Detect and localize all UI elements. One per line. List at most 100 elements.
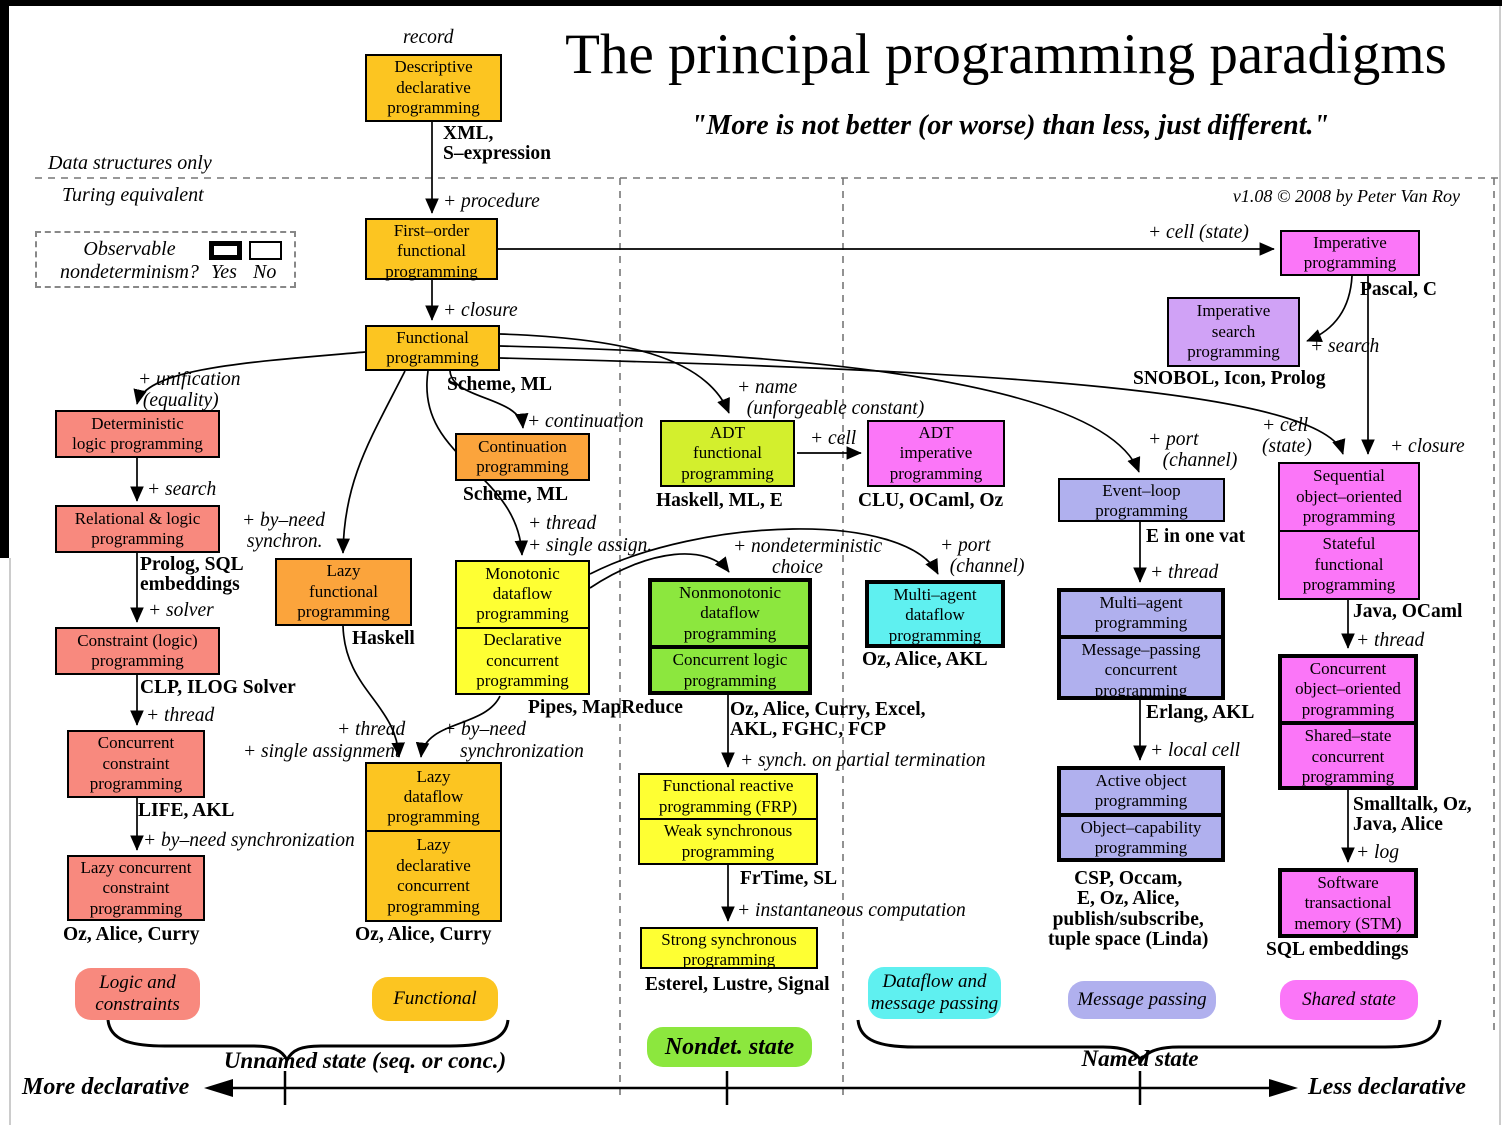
paradigm-box-line: programming	[91, 529, 184, 548]
paradigm-box-line: Monotonic	[485, 563, 560, 583]
paradigm-box-line: Shared–state	[1304, 726, 1392, 746]
lang-oz-alice-akl: Oz, Alice, AKL	[862, 649, 988, 670]
lazy-dataflow-lazy-declarative-concurrent-cell: Lazy declarative concurrent programming	[367, 830, 500, 920]
label-plus-thread-lazy: + thread	[337, 719, 406, 740]
label-plus-log: + log	[1356, 842, 1399, 863]
label-plus-closure-1: + closure	[443, 300, 518, 321]
legend-yes-label: Yes	[211, 261, 237, 283]
lang-scheme-ml-2: Scheme, ML	[463, 484, 569, 505]
lang-smalltalk-oz-java-alice: Smalltalk, Oz, Java, Alice	[1353, 794, 1472, 836]
software-transactional-memory-cell: Software transactional memory (STM)	[1282, 872, 1414, 935]
paradigm-box-line: Software	[1317, 873, 1379, 892]
lang-scheme-ml-1: Scheme, ML	[447, 374, 553, 395]
paradigm-box-line: programming	[385, 261, 478, 281]
paradigm-box-line: Imperative	[1196, 301, 1271, 321]
paradigm-box-line: programming	[1095, 501, 1188, 521]
paradigm-box-line: concurrent	[1311, 746, 1385, 766]
page-title: The principal programming paradigms	[565, 23, 1447, 86]
label-plus-cell-state-top: + cell (state)	[1148, 222, 1249, 243]
paradigm-box-line: concurrent	[486, 650, 559, 670]
paradigm-box-line: Descriptive	[394, 57, 473, 77]
label-plus-search-left: + search	[147, 479, 217, 500]
monotonic-dataflow-declarative-concurrent-cell: Declarative concurrent programming	[457, 626, 588, 694]
paradigm-box-line: functional	[309, 581, 378, 601]
axis-group-named-state: Named state	[1081, 1046, 1199, 1071]
paradigm-box-line: programming	[89, 774, 183, 794]
concurrent-oo-shared-state: Concurrent object–oriented programming Shar…	[1278, 654, 1418, 790]
paradigm-box-line: logic programming	[72, 434, 203, 453]
multi-agent-message-passing-concurrent: Multi–agent programming Message–passing con…	[1057, 588, 1225, 700]
label-record: record	[403, 27, 454, 48]
arrows	[130, 122, 1375, 922]
active-object-object-capability-cell: Object–capability programming	[1061, 812, 1221, 860]
constraint-logic-programming-cell: Constraint (logic) programming	[57, 629, 218, 673]
sequential-oo-stateful-functional-cell: Sequential object–oriented programming	[1280, 464, 1418, 530]
paradigm-box-line: ADT	[710, 423, 745, 442]
paradigm-box-line: Concurrent	[97, 733, 175, 753]
paradigm-box-line: Message–passing	[1081, 639, 1201, 659]
frp-weak-synchronous-cell: Weak synchronous programming	[640, 818, 816, 863]
label-plus-thread-seq: + thread	[1356, 630, 1425, 651]
label-plus-nondet-choice: + nondeterministic choice	[733, 536, 883, 579]
paradigm-box-line: declarative	[396, 855, 471, 875]
lazy-functional-programming: Lazy functional programming	[275, 558, 412, 626]
lang-prolog-sql: Prolog, SQL embeddings	[140, 554, 244, 596]
lang-pascal-c: Pascal, C	[1360, 279, 1437, 300]
legend-question: Observable nondeterminism?	[60, 238, 199, 283]
paradigm-box-line: programming	[1302, 507, 1396, 527]
concurrent-oo-shared-state-cell: Shared–state concurrent programming	[1282, 721, 1414, 788]
paradigm-box-line: programming	[476, 670, 569, 690]
region-label-data-structures-only: Data structures only	[48, 152, 212, 174]
label-plus-instantaneous: + instantaneous computation	[737, 900, 966, 921]
lang-haskell-ml-e: Haskell, ML, E	[656, 490, 783, 511]
relational-logic-programming: Relational & logic programming	[55, 505, 220, 553]
event-loop-programming: Event–loop programming	[1058, 478, 1225, 522]
pill-functional: Functional	[372, 977, 498, 1021]
paradigm-box-line: Functional	[396, 328, 469, 347]
multi-agent-message-passing-concurrent-cell: Multi–agent programming	[1061, 592, 1221, 635]
label-plus-single-assign: + single assign.	[528, 535, 653, 556]
paradigm-box-line: programming	[476, 604, 569, 624]
dashed-separators	[35, 177, 1498, 1100]
paradigm-box-line: Deterministic	[91, 413, 184, 433]
active-object-object-capability: Active object programming Object–capabilit…	[1057, 766, 1225, 862]
paradigm-box-line: dataflow	[403, 786, 464, 806]
paradigm-box-line: Lazy	[416, 835, 451, 855]
paradigm-box-line: programming	[387, 807, 480, 827]
label-plus-cell-mid: + cell	[810, 428, 857, 449]
paradigm-box-line: constraint	[102, 878, 170, 898]
lang-frtime-sl: FrTime, SL	[740, 868, 838, 889]
nonmonotonic-dataflow-concurrent-logic-cell: Nonmonotonic dataflow programming	[652, 582, 808, 645]
paradigm-box-line: programming	[682, 950, 776, 970]
multi-agent-dataflow-programming-cell: Multi–agent dataflow programming	[869, 584, 1001, 647]
legend-no-swatch	[249, 241, 282, 260]
paradigm-box-line: functional	[1314, 554, 1384, 574]
pill-logic-and-constraints: Logic and constraints	[75, 968, 200, 1020]
nonmonotonic-dataflow-concurrent-logic-cell: Concurrent logic programming	[652, 645, 808, 692]
nonmonotonic-dataflow-concurrent-logic: Nonmonotonic dataflow programming Concurren…	[648, 578, 812, 695]
paradigm-box-line: memory (STM)	[1294, 913, 1402, 933]
lang-oz-alice-curry-2: Oz, Alice, Curry	[355, 924, 492, 945]
lang-xml-sexpression: XML, S–expression	[443, 123, 551, 165]
label-plus-single-assignment: + single assignment	[243, 741, 401, 762]
constraint-logic-programming: Constraint (logic) programming	[55, 627, 220, 675]
paradigm-box-line: First–order	[393, 221, 470, 240]
axis-label-less-declarative: Less declarative	[1308, 1074, 1466, 1100]
paradigm-box-line: programming	[888, 625, 982, 645]
imperative-programming: Imperative programming	[1280, 230, 1420, 276]
paradigm-box-line: Sequential	[1313, 466, 1385, 486]
paradigm-box-line: concurrent	[1104, 660, 1178, 680]
lang-java-ocaml: Java, OCaml	[1353, 601, 1463, 622]
imperative-search-programming-cell: Imperative search programming	[1169, 299, 1298, 365]
concurrent-oo-shared-state-cell: Concurrent object–oriented programming	[1282, 658, 1414, 721]
label-plus-by-need-sync-left: + by–need synchronization	[143, 830, 355, 851]
event-loop-programming-cell: Event–loop programming	[1060, 480, 1223, 523]
label-plus-by-need-2: + by–need	[443, 719, 526, 740]
label-synchronization-2: synchronization	[460, 741, 584, 762]
region-label-turing-equivalent: Turing equivalent	[62, 184, 204, 206]
label-plus-unification: + unification (equality)	[138, 369, 241, 412]
frp-weak-synchronous-cell: Functional reactive programming (FRP)	[640, 775, 816, 818]
paradigm-box-line: ADT	[918, 423, 954, 442]
paradigm-box-line: programming	[89, 898, 183, 918]
lang-csp-occam: CSP, Occam, E, Oz, Alice, publish/subscr…	[1048, 868, 1209, 951]
